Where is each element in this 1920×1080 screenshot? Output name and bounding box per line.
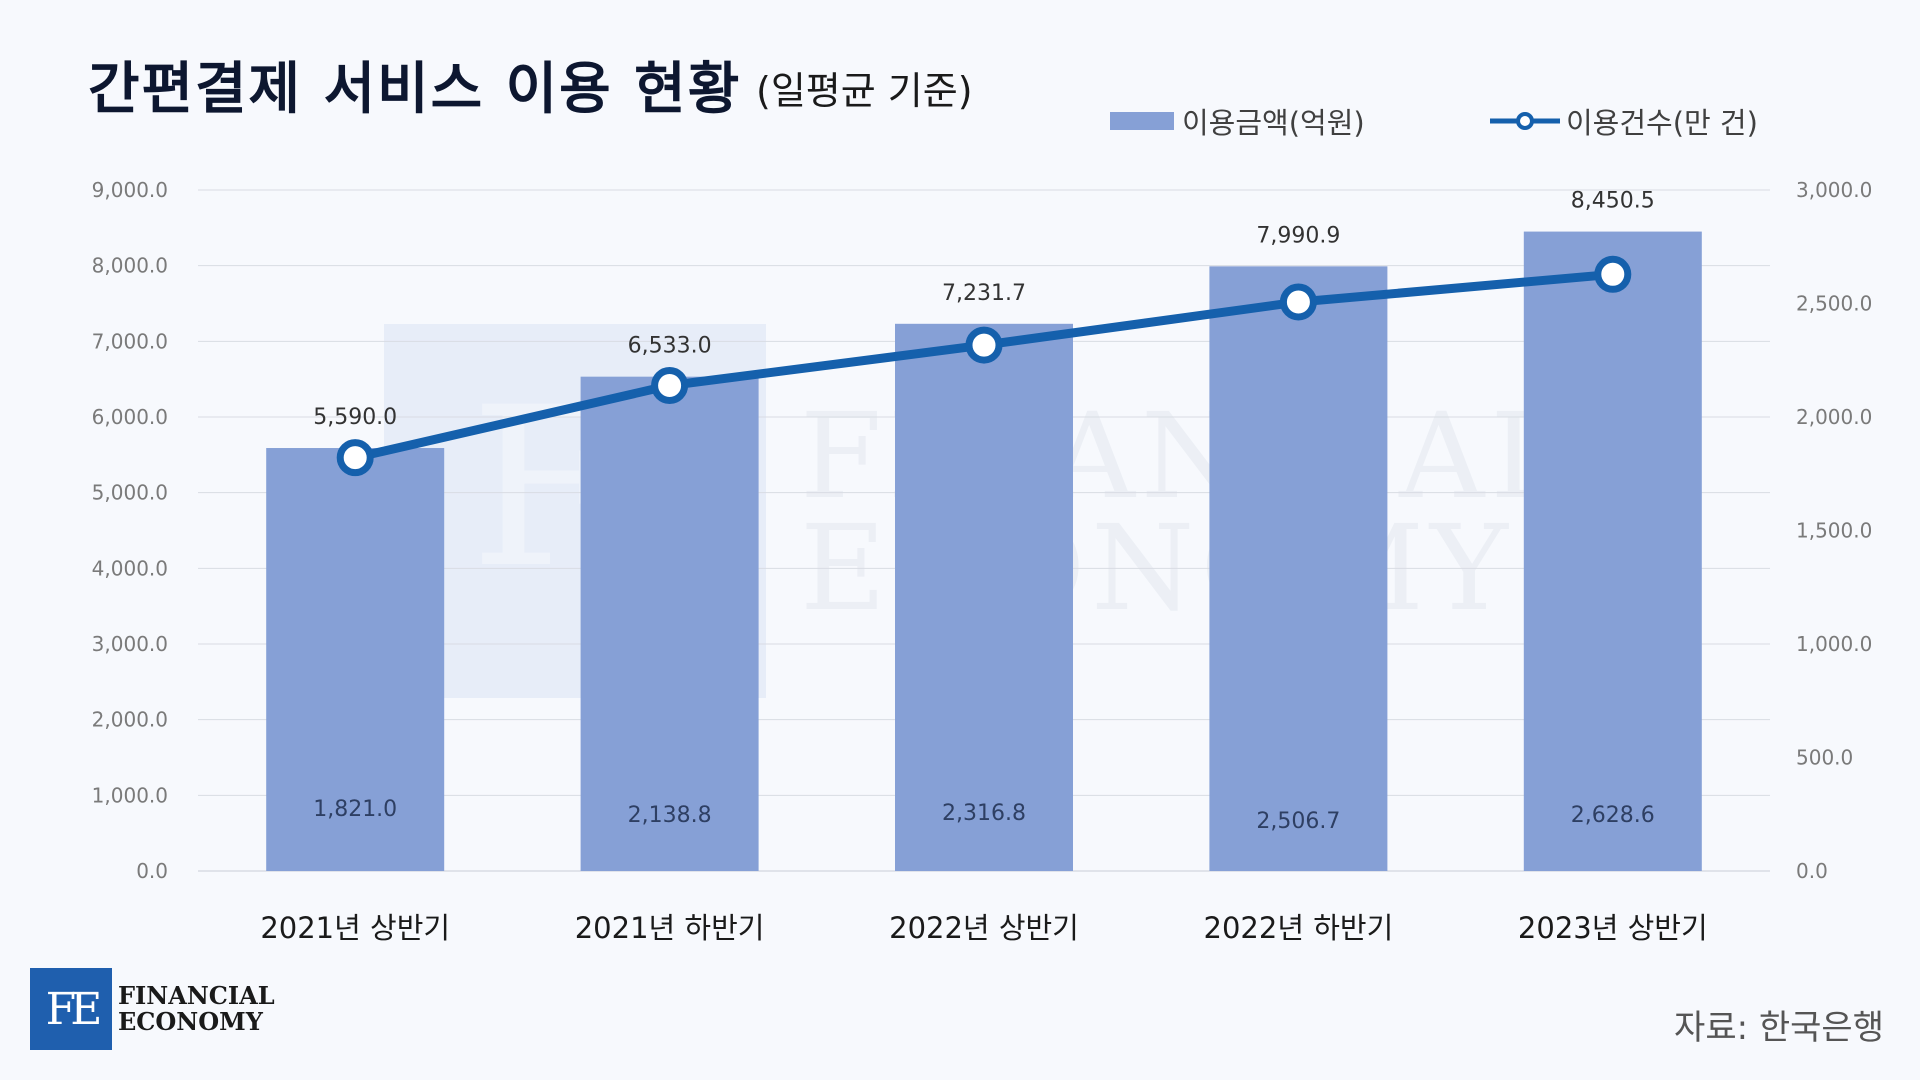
bar-value-label: 7,231.7 [942, 281, 1026, 306]
y-left-tick-label: 2,000.0 [92, 708, 168, 732]
bar-value-label: 7,990.9 [1256, 223, 1340, 248]
line-value-label: 2,316.8 [942, 801, 1026, 826]
line-point [651, 366, 689, 404]
y-left-tick-label: 8,000.0 [92, 254, 168, 278]
logo-text: FINANCIAL ECONOMY [118, 983, 275, 1035]
y-right-tick-label: 500.0 [1796, 746, 1853, 770]
chart-subtitle: (일평균 기준) [756, 69, 973, 113]
x-tick-label: 2023년 상반기 [1518, 911, 1708, 945]
y-right-tick-label: 3,000.0 [1796, 178, 1872, 202]
y-left-tick-label: 4,000.0 [92, 556, 168, 580]
bar [580, 376, 759, 871]
legend-bar-label: 이용금액(억원) [1182, 106, 1365, 140]
legend-bar-entry: 이용금액(억원) [1110, 100, 1365, 142]
logo-line1: FINANCIAL [118, 981, 275, 1010]
legend-line-entry: 이용건수(만 건) [1490, 100, 1758, 142]
x-tick-label: 2022년 상반기 [889, 911, 1079, 945]
legend-line-swatch [1490, 112, 1560, 130]
y-right-tick-label: 0.0 [1796, 859, 1828, 883]
line-point [1279, 283, 1317, 321]
line-point [1594, 255, 1632, 293]
bar-value-label: 8,450.5 [1571, 189, 1655, 214]
x-tick-label: 2021년 하반기 [575, 911, 765, 945]
y-left-tick-label: 3,000.0 [92, 632, 168, 656]
line-value-label: 2,628.6 [1571, 803, 1655, 828]
x-tick-label: 2022년 하반기 [1204, 911, 1394, 945]
y-left-tick-label: 9,000.0 [92, 178, 168, 202]
line-value-label: 2,138.8 [628, 803, 712, 828]
line-point [965, 326, 1003, 364]
x-tick-label: 2021년 상반기 [260, 911, 450, 945]
y-left-tick-label: 0.0 [136, 859, 168, 883]
logo-mark: FE [30, 968, 112, 1050]
source-note: 자료: 한국은행 [1674, 1008, 1884, 1048]
legend-line-label: 이용건수(만 건) [1566, 106, 1758, 140]
y-right-tick-label: 1,500.0 [1796, 519, 1872, 543]
y-right-tick-label: 2,000.0 [1796, 405, 1872, 429]
y-left-tick-label: 6,000.0 [92, 405, 168, 429]
logo-line2: ECONOMY [118, 1007, 263, 1036]
bar-value-label: 6,533.0 [628, 334, 712, 359]
bar [1209, 266, 1388, 871]
logo: FE FINANCIAL ECONOMY [30, 968, 275, 1050]
line-point [336, 439, 374, 477]
bar [266, 448, 445, 871]
bar [1523, 231, 1702, 871]
y-right-tick-label: 1,000.0 [1796, 632, 1872, 656]
chart-title: 간편결제 서비스 이용 현황 [88, 57, 742, 122]
line-value-label: 2,506.7 [1256, 809, 1340, 834]
bar-value-label: 5,590.0 [313, 405, 397, 430]
bar [895, 323, 1073, 871]
y-left-tick-label: 1,000.0 [92, 783, 168, 807]
legend-bar-swatch [1110, 112, 1174, 130]
line-value-label: 1,821.0 [313, 797, 397, 822]
y-right-tick-label: 2,500.0 [1796, 292, 1872, 316]
y-left-tick-label: 5,000.0 [92, 481, 168, 505]
y-left-tick-label: 7,000.0 [92, 329, 168, 353]
